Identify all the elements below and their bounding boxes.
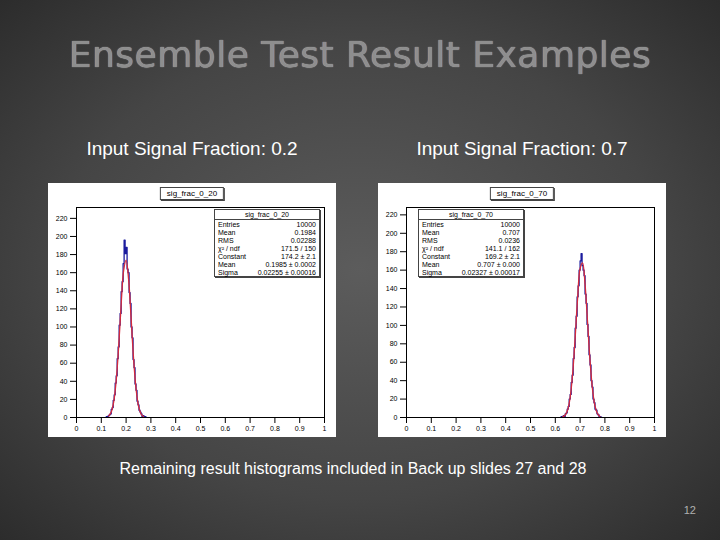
svg-text:20: 20 [390,395,398,402]
html-text:Ensemble Test Result Examples: Ensemble Test Result Examples [68,34,652,75]
html-text:χ² / ndf: χ² / ndf [218,244,240,252]
svg-text:0.4: 0.4 [501,425,511,432]
html-text:sig_frac_0_70: sig_frac_0_70 [449,211,493,218]
svg-text:0: 0 [405,425,409,432]
html-text:Mean: Mean [422,260,440,268]
svg-text:0.9: 0.9 [295,425,305,432]
svg-text:0.1: 0.1 [426,425,436,432]
svg-text:0.4: 0.4 [171,425,181,432]
svg-text:160: 160 [56,269,68,276]
svg-text:0.6: 0.6 [220,425,230,432]
svg-text:80: 80 [390,340,398,347]
html-text:Mean: Mean [218,260,236,268]
html-text:10000: 10000 [500,220,520,228]
svg-text:120: 120 [56,305,68,312]
html-text:169.2 ± 2.1: 169.2 ± 2.1 [485,252,520,260]
svg-text:0.3: 0.3 [146,425,156,432]
html-text:0.707: 0.707 [502,228,520,236]
svg-text:160: 160 [386,266,398,273]
svg-text:0.3: 0.3 [476,425,486,432]
html-text:Input Signal Fraction: 0.2: Input Signal Fraction: 0.2 [86,138,298,159]
html-text:Mean: Mean [218,228,236,236]
html-text:12: 12 [683,504,696,516]
html-text:Entries: Entries [422,220,444,228]
svg-text:140: 140 [386,285,398,292]
svg-text:0: 0 [75,425,79,432]
html-text:0.02327 ± 0.00017: 0.02327 ± 0.00017 [461,268,520,276]
html-text:RMS: RMS [422,236,438,244]
svg-text:0.2: 0.2 [451,425,461,432]
svg-text:0.7: 0.7 [575,425,585,432]
svg-text:0.7: 0.7 [245,425,255,432]
svg-text:0.8: 0.8 [270,425,280,432]
svg-text:220: 220 [386,211,398,218]
svg-text:140: 140 [56,287,68,294]
html-text:χ² / ndf: χ² / ndf [422,244,444,252]
svg-text:200: 200 [386,230,398,237]
html-text:0.1985 ± 0.0002: 0.1985 ± 0.0002 [265,260,316,268]
svg-text:0: 0 [64,414,68,421]
html-text:Input Signal Fraction: 0.7: Input Signal Fraction: 0.7 [416,138,628,159]
html-text:0.0236: 0.0236 [498,236,520,244]
svg-text:180: 180 [386,248,398,255]
html-text:0.02255 ± 0.00016: 0.02255 ± 0.00016 [257,268,316,276]
svg-text:0.1: 0.1 [96,425,106,432]
html-text:171.5 / 150: 171.5 / 150 [281,244,316,252]
html-text:Constant: Constant [218,252,246,260]
svg-text:0.2: 0.2 [121,425,131,432]
svg-text:0.6: 0.6 [550,425,560,432]
svg-text:60: 60 [390,358,398,365]
html-text:RMS: RMS [218,236,234,244]
svg-text:0.5: 0.5 [196,425,206,432]
html-text:0.1984: 0.1984 [294,228,316,236]
html-text:174.2 ± 2.1: 174.2 ± 2.1 [281,252,316,260]
html-text:10000: 10000 [296,220,316,228]
html-text:Sigma: Sigma [218,268,238,276]
svg-text:80: 80 [60,341,68,348]
svg-text:1: 1 [323,425,327,432]
svg-text:100: 100 [386,322,398,329]
svg-text:200: 200 [56,233,68,240]
html-text:141.1 / 162: 141.1 / 162 [485,244,520,252]
svg-text:1: 1 [653,425,657,432]
svg-text:20: 20 [60,396,68,403]
svg-text:180: 180 [56,251,68,258]
html-text:sig_frac_0_20: sig_frac_0_20 [166,189,218,198]
svg-text:60: 60 [60,359,68,366]
html-text:Mean: Mean [422,228,440,236]
svg-text:40: 40 [60,378,68,385]
html-text:Constant: Constant [422,252,450,260]
html-text:sig_frac_0_20: sig_frac_0_20 [245,211,289,218]
html-text:0.707 ± 0.000: 0.707 ± 0.000 [477,260,520,268]
html-text:Entries: Entries [218,220,240,228]
svg-text:0.5: 0.5 [526,425,536,432]
svg-text:0: 0 [394,414,398,421]
svg-text:100: 100 [56,323,68,330]
html-text:0.02288: 0.02288 [290,236,316,244]
svg-text:120: 120 [386,303,398,310]
html-text:Remaining result histograms in: Remaining result histograms included in … [119,460,587,477]
svg-text:40: 40 [390,377,398,384]
html-text:sig_frac_0_70: sig_frac_0_70 [496,189,548,198]
svg-text:220: 220 [56,215,68,222]
html-text:Sigma: Sigma [422,268,442,276]
svg-text:0.9: 0.9 [625,425,635,432]
svg-text:0.8: 0.8 [600,425,610,432]
